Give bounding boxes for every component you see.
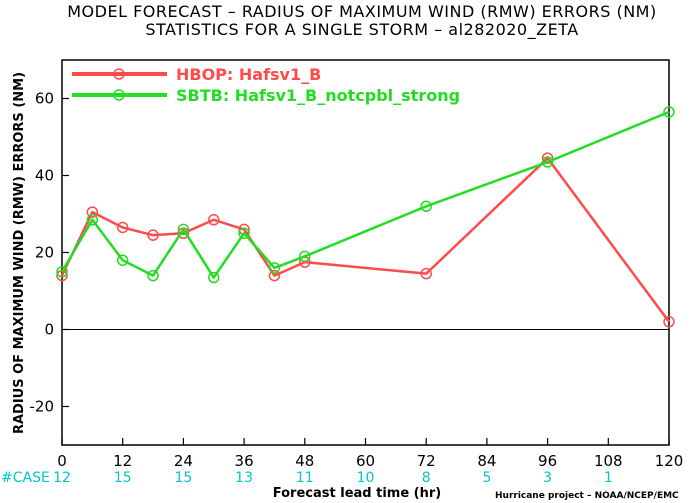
case-count: 12 (53, 470, 71, 486)
series-line-sbtb (60, 110, 670, 279)
data-point-sbtb (56, 266, 68, 278)
case-count: 1 (604, 470, 613, 486)
chart-subtitle: STATISTICS FOR A SINGLE STORM – al282020… (145, 20, 578, 40)
x-tick-label: 48 (295, 452, 314, 470)
plot-frame (61, 59, 670, 446)
y-axis: -20 0 20 40 60 (30, 90, 69, 416)
y-tick-label: 60 (35, 90, 54, 108)
case-count: 13 (235, 470, 253, 486)
x-tick-label: 36 (235, 452, 254, 470)
y-tick-label: 0 (44, 321, 54, 339)
data-point-hbop (268, 269, 281, 282)
case-count: 15 (174, 470, 192, 486)
x-tick-label: 24 (174, 452, 193, 470)
data-point-sbtb (177, 223, 190, 236)
data-point-hbop (208, 214, 220, 226)
case-count: 11 (296, 470, 314, 486)
y-tick-label: 20 (35, 244, 54, 262)
legend-marker-hbop (113, 68, 125, 80)
data-point-sbtb (420, 200, 432, 213)
data-point-sbtb (147, 269, 159, 282)
x-axis: 0 12 24 36 48 60 72 84 96 108 120 (57, 438, 683, 470)
x-tick-label: 96 (538, 452, 557, 470)
x-tick-label: 0 (57, 452, 67, 470)
credit-text: Hurricane project – NOAA/NCEP/EMC (495, 491, 679, 501)
case-label: #CASE (1, 470, 50, 486)
y-axis-label: RADIUS OF MAXIMUM WIND (RMW) ERRORS (NM) (12, 72, 27, 434)
data-point-sbtb (541, 156, 554, 168)
data-point-hbop (116, 221, 129, 234)
data-point-sbtb (268, 262, 281, 274)
legend-marker-sbtb (113, 89, 125, 101)
series-layer (56, 106, 675, 328)
x-tick-label: 84 (477, 452, 496, 470)
data-point-hbop (663, 316, 675, 328)
legend-label-hbop: HBOP: Hafsv1_B (176, 65, 321, 84)
x-tick-label: 12 (113, 452, 132, 470)
data-point-sbtb (663, 106, 675, 118)
data-point-sbtb (208, 271, 220, 284)
x-tick-label: 72 (417, 452, 436, 470)
case-row: #CASE 12 15 15 13 11 10 8 5 3 1 (1, 470, 613, 486)
y-tick-label: 40 (35, 167, 54, 185)
x-tick-label: 108 (594, 452, 623, 470)
data-point-hbop (147, 229, 159, 241)
x-tick-label: 60 (356, 452, 375, 470)
case-count: 5 (482, 470, 491, 486)
case-count: 10 (357, 470, 375, 486)
data-point-sbtb (116, 254, 129, 266)
plot-area (61, 59, 670, 446)
x-tick-label: 120 (655, 452, 684, 470)
case-count: 15 (114, 470, 132, 486)
data-point-hbop (86, 206, 99, 218)
data-point-hbop (420, 267, 432, 280)
x-axis-label: Forecast lead time (hr) (273, 486, 441, 501)
y-tick-label: -20 (30, 398, 55, 416)
legend-label-sbtb: SBTB: Hafsv1_B_notcpbl_strong (176, 86, 460, 105)
legend: HBOP: Hafsv1_B SBTB: Hafsv1_B_notcpbl_st… (72, 65, 460, 105)
case-count: 3 (543, 470, 552, 486)
data-point-sbtb (238, 227, 250, 239)
data-point-sbtb (86, 214, 99, 226)
case-count: 8 (422, 470, 431, 486)
data-point-sbtb (299, 250, 311, 263)
chart-title: MODEL FORECAST – RADIUS OF MAXIMUM WIND … (67, 2, 656, 21)
